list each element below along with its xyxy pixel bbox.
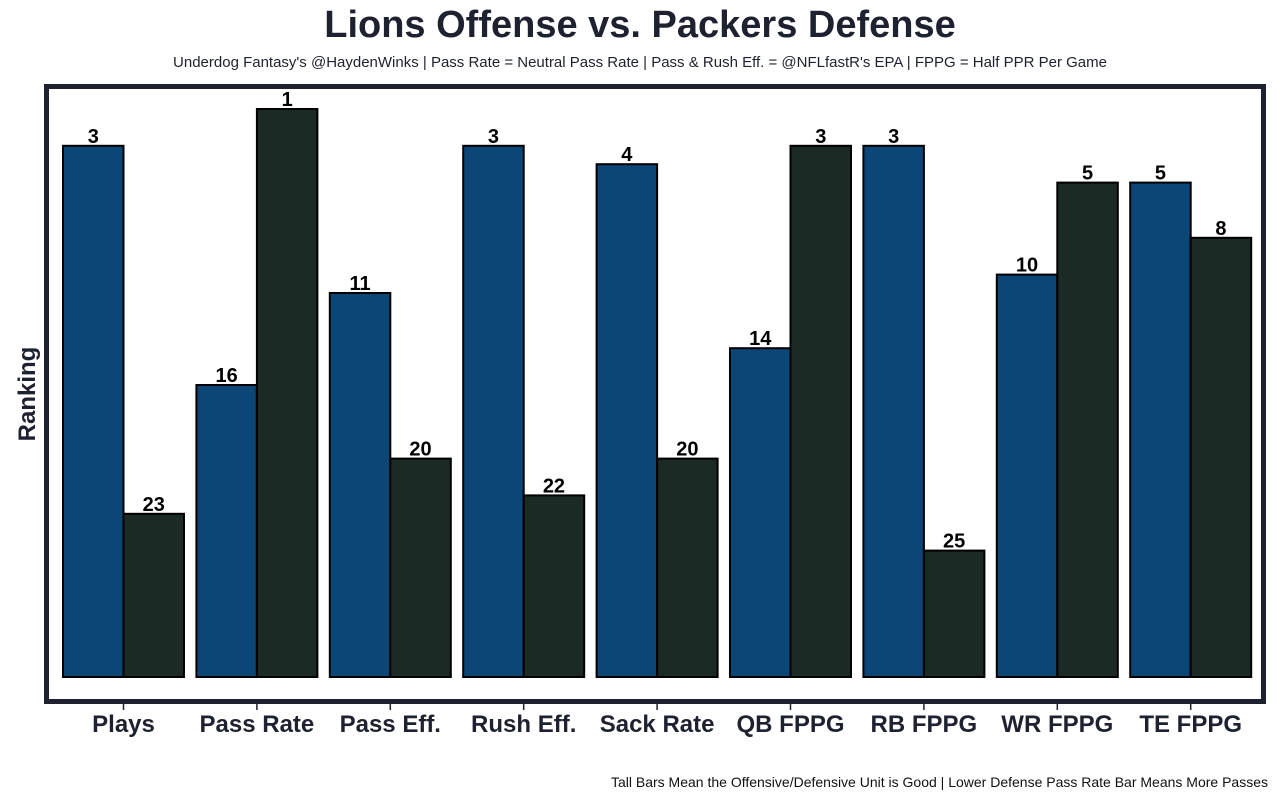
data-label: 11 — [349, 273, 370, 295]
bar — [862, 144, 925, 679]
chart-caption: Tall Bars Mean the Offensive/Defensive U… — [610, 774, 1268, 790]
data-label: 3 — [488, 126, 499, 148]
data-label: 3 — [815, 126, 826, 148]
data-label: 3 — [888, 126, 899, 148]
x-tick-label: Rush Eff. — [471, 711, 576, 738]
data-label: 4 — [621, 144, 633, 166]
chart-subtitle: Underdog Fantasy's @HaydenWinks | Pass R… — [173, 54, 1107, 71]
bar — [656, 457, 719, 678]
bar — [1189, 236, 1253, 679]
x-tick-label: WR FPPG — [1001, 711, 1113, 738]
x-tick-label: Plays — [92, 711, 155, 738]
bar — [922, 549, 986, 678]
x-tick-label: TE FPPG — [1139, 711, 1242, 738]
data-label: 1 — [282, 89, 293, 111]
data-label: 10 — [1016, 255, 1038, 277]
bar — [729, 347, 792, 678]
bar — [595, 163, 659, 678]
data-label: 23 — [143, 494, 165, 516]
data-label: 20 — [676, 439, 698, 461]
bar — [1129, 181, 1192, 678]
data-label: 25 — [943, 531, 965, 553]
bar — [522, 494, 586, 678]
bar — [255, 108, 319, 678]
data-label: 16 — [216, 365, 238, 387]
bar — [995, 273, 1059, 678]
data-label: 20 — [409, 439, 431, 461]
x-tick-label: Pass Rate — [200, 711, 315, 738]
bar — [1056, 181, 1119, 678]
bar — [122, 512, 185, 678]
plot-frame — [44, 84, 1266, 704]
x-tick-label: QB FPPG — [736, 711, 844, 738]
x-tick-label: Pass Eff. — [340, 711, 441, 738]
x-tick-label: RB FPPG — [871, 711, 978, 738]
x-tick-label: Sack Rate — [600, 711, 715, 738]
data-label: 5 — [1082, 163, 1093, 185]
bar — [195, 384, 258, 678]
bar — [462, 144, 525, 679]
data-label: 3 — [88, 126, 99, 148]
data-label: 22 — [543, 475, 565, 497]
data-label: 8 — [1215, 218, 1226, 240]
bar — [328, 292, 392, 678]
data-label: 14 — [749, 328, 772, 350]
data-label: 5 — [1155, 163, 1166, 185]
bar — [62, 144, 125, 679]
bar — [789, 144, 852, 679]
chart-title: Lions Offense vs. Packers Defense — [324, 4, 956, 46]
bar — [389, 457, 452, 678]
